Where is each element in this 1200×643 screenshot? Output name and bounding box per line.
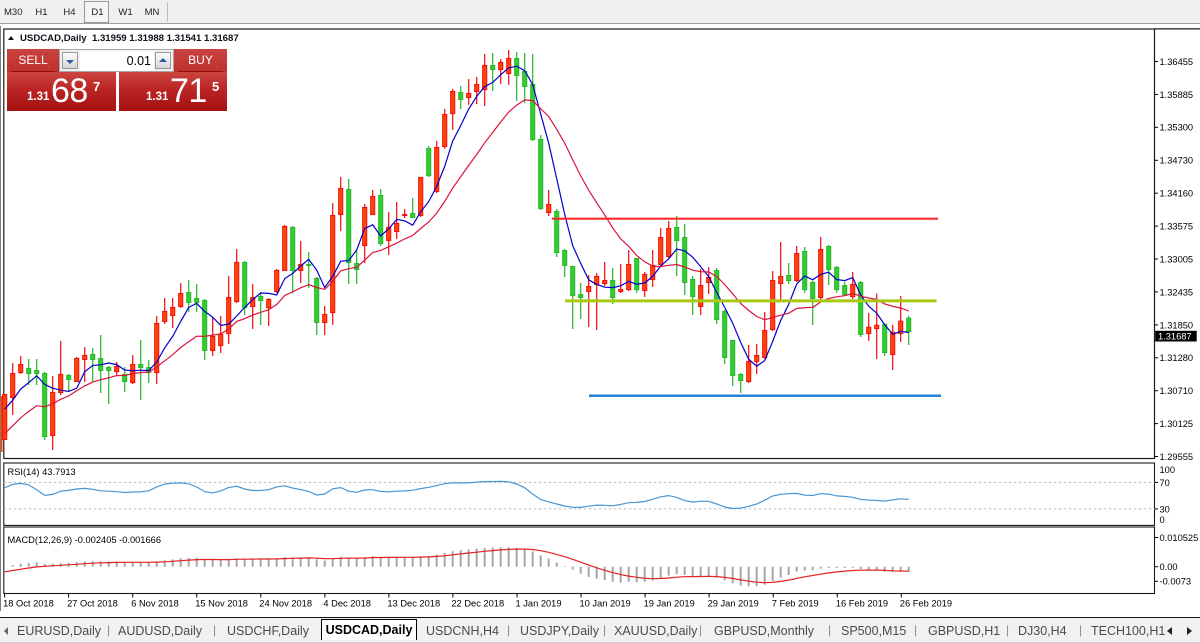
svg-text:30: 30 [1160, 504, 1170, 514]
svg-text:1.36455: 1.36455 [1160, 57, 1194, 67]
svg-text:1.31850: 1.31850 [1160, 320, 1194, 330]
svg-text:16 Feb 2019: 16 Feb 2019 [836, 599, 888, 609]
svg-text:0.00: 0.00 [1160, 562, 1178, 572]
svg-text:1.34160: 1.34160 [1160, 189, 1194, 199]
svg-text:0: 0 [1160, 515, 1165, 525]
svg-text:13 Dec 2018: 13 Dec 2018 [387, 599, 440, 609]
svg-text:0.010525: 0.010525 [1160, 533, 1199, 543]
svg-text:1.29555: 1.29555 [1160, 452, 1194, 462]
svg-text:10 Jan 2019: 10 Jan 2019 [580, 599, 631, 609]
svg-text:27 Oct 2018: 27 Oct 2018 [67, 599, 118, 609]
svg-text:1.30710: 1.30710 [1160, 386, 1194, 396]
svg-text:26 Feb 2019: 26 Feb 2019 [900, 599, 952, 609]
svg-text:24 Nov 2018: 24 Nov 2018 [259, 599, 312, 609]
svg-text:4 Dec 2018: 4 Dec 2018 [323, 599, 371, 609]
svg-text:-0.0073: -0.0073 [1160, 577, 1192, 587]
svg-text:1.31280: 1.31280 [1160, 353, 1194, 363]
svg-text:1.32435: 1.32435 [1160, 287, 1194, 297]
svg-text:19 Jan 2019: 19 Jan 2019 [644, 599, 695, 609]
svg-text:1.35300: 1.35300 [1160, 123, 1194, 133]
svg-text:22 Dec 2018: 22 Dec 2018 [451, 599, 504, 609]
svg-text:18 Oct 2018: 18 Oct 2018 [3, 599, 54, 609]
svg-text:1.33575: 1.33575 [1160, 222, 1194, 232]
svg-text:15 Nov 2018: 15 Nov 2018 [195, 599, 248, 609]
svg-text:1.30125: 1.30125 [1160, 419, 1194, 429]
svg-text:1 Jan 2019: 1 Jan 2019 [516, 599, 562, 609]
svg-text:70: 70 [1160, 478, 1170, 488]
svg-text:100: 100 [1160, 465, 1176, 475]
svg-text:1.35885: 1.35885 [1160, 90, 1194, 100]
svg-text:29 Jan 2019: 29 Jan 2019 [708, 599, 759, 609]
svg-text:1.31687: 1.31687 [1158, 331, 1192, 341]
svg-text:6 Nov 2018: 6 Nov 2018 [131, 599, 179, 609]
svg-text:1.33005: 1.33005 [1160, 254, 1194, 264]
svg-text:1.34730: 1.34730 [1160, 156, 1194, 166]
svg-text:RSI(14) 43.7913: RSI(14) 43.7913 [8, 467, 76, 477]
svg-text:7 Feb 2019: 7 Feb 2019 [772, 599, 819, 609]
svg-text:MACD(12,26,9) -0.002405 -0.001: MACD(12,26,9) -0.002405 -0.001666 [8, 535, 162, 545]
